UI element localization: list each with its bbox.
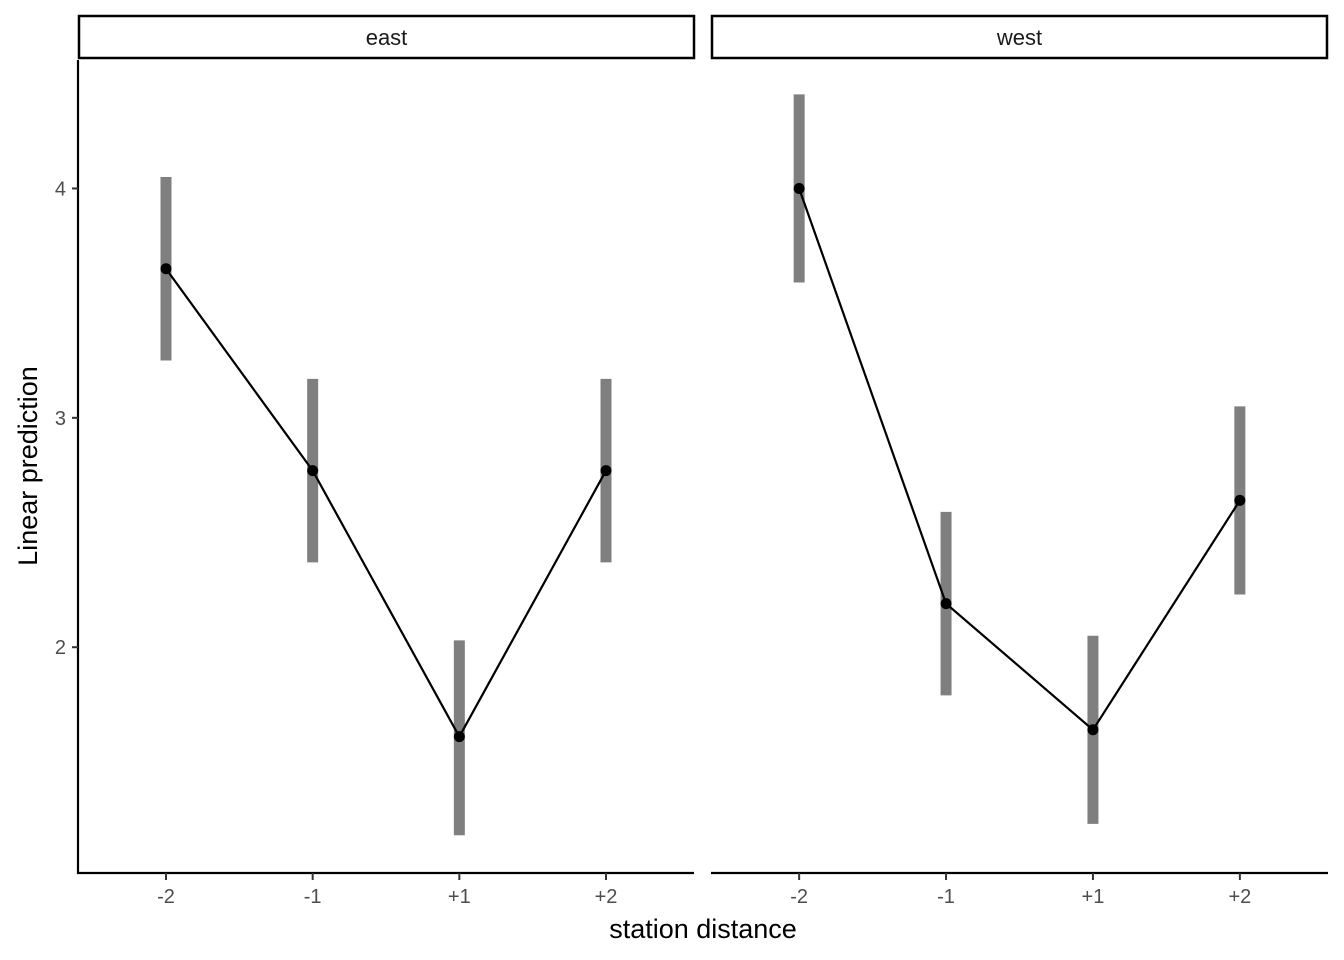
x-tick-label: +2 [1228,886,1251,908]
x-tick-label: -2 [157,886,175,908]
data-point [600,465,612,477]
data-point [160,263,172,275]
x-axis-title: station distance [609,914,797,944]
data-point [453,731,465,743]
y-tick-label: 2 [55,637,66,659]
x-tick-label: -2 [790,886,808,908]
panel-west [793,94,1246,824]
data-point [1087,724,1099,736]
x-tick-label: -1 [937,886,955,908]
facet-strip-east [77,14,696,60]
x-tick-label: +1 [1082,886,1105,908]
x-tick-label: +1 [448,886,471,908]
facet-label-east: east [366,25,408,50]
series-line [165,268,607,739]
panel-east [160,176,612,836]
data-point [793,182,805,194]
data-point [307,465,319,477]
y-axis-title: Linear prediction [13,366,43,566]
x-axis-ticks: -2 -1 +1 +2 -2 -1 +1 +2 [157,873,1251,908]
data-point [940,598,952,610]
y-tick-label: 3 [55,408,66,430]
data-point [1234,494,1246,506]
y-axis-ticks: 2 3 4 [55,178,78,659]
facet-label-west: west [996,25,1042,50]
facet-strip-west [710,14,1329,60]
series-line [798,188,1241,732]
x-tick-label: -1 [304,886,322,908]
y-tick-label: 4 [55,178,66,200]
x-tick-label: +2 [595,886,618,908]
